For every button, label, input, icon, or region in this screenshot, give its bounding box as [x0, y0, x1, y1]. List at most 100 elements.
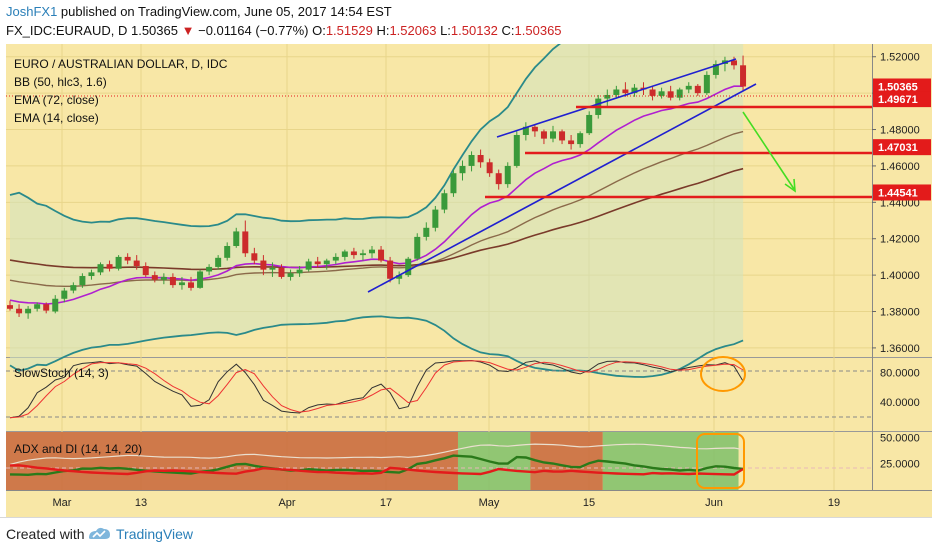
- stoch-highlight-circle[interactable]: [700, 356, 746, 392]
- candle-body[interactable]: [359, 253, 366, 256]
- candle-body[interactable]: [314, 261, 321, 265]
- candle-body[interactable]: [34, 304, 41, 309]
- candle-body[interactable]: [341, 251, 348, 257]
- candle-body[interactable]: [649, 89, 656, 96]
- legend-bb[interactable]: BB (50, hlc3, 1.6): [14, 75, 107, 89]
- chart-area[interactable]: EURO / AUSTRALIAN DOLLAR, D, IDC BB (50,…: [0, 44, 932, 517]
- candle-body[interactable]: [206, 266, 213, 272]
- tradingview-logo-icon[interactable]: [86, 524, 112, 544]
- candle-body[interactable]: [323, 260, 330, 265]
- candle-body[interactable]: [667, 91, 674, 98]
- candle-body[interactable]: [278, 267, 285, 277]
- projection-arrow[interactable]: [742, 111, 795, 190]
- channel-upper-trendline[interactable]: [496, 58, 737, 138]
- price-scale-bg[interactable]: [872, 44, 932, 490]
- candle-body[interactable]: [703, 74, 710, 94]
- candle-body[interactable]: [423, 227, 430, 237]
- candle-body[interactable]: [658, 91, 665, 96]
- candle-body[interactable]: [540, 131, 547, 139]
- candle-body[interactable]: [685, 85, 692, 90]
- candle-body[interactable]: [61, 290, 68, 299]
- candle-body[interactable]: [495, 173, 502, 185]
- candlesticks[interactable]: [7, 55, 747, 319]
- candle-body[interactable]: [378, 249, 385, 261]
- candle-body[interactable]: [387, 260, 394, 279]
- candle-body[interactable]: [604, 94, 611, 99]
- candle-body[interactable]: [513, 134, 520, 166]
- candle-body[interactable]: [124, 256, 131, 261]
- candle-body[interactable]: [369, 249, 375, 254]
- candle-body[interactable]: [332, 256, 339, 261]
- candle-body[interactable]: [269, 267, 276, 270]
- candle-body[interactable]: [233, 231, 240, 246]
- candle-body[interactable]: [169, 276, 176, 286]
- candle-body[interactable]: [160, 276, 167, 280]
- candle-body[interactable]: [468, 155, 475, 166]
- drawings[interactable]: [6, 58, 872, 293]
- candle-body[interactable]: [142, 266, 149, 276]
- candle-body[interactable]: [242, 231, 249, 254]
- candle-body[interactable]: [97, 264, 104, 273]
- candle-body[interactable]: [586, 114, 593, 134]
- candle-body[interactable]: [70, 285, 77, 291]
- candle-body[interactable]: [178, 282, 185, 286]
- candle-body[interactable]: [522, 126, 529, 135]
- candle-body[interactable]: [43, 304, 50, 311]
- candle-body[interactable]: [731, 60, 737, 66]
- candle-body[interactable]: [25, 308, 32, 314]
- adx-shade-bullish: [457, 432, 531, 490]
- adx-highlight-box[interactable]: [696, 433, 745, 489]
- candle-body[interactable]: [106, 264, 113, 269]
- candle-body[interactable]: [441, 193, 448, 210]
- candle-body[interactable]: [486, 162, 493, 174]
- candle-body[interactable]: [577, 133, 584, 145]
- adx-legend[interactable]: ADX and DI (14, 14, 20): [14, 442, 142, 456]
- candle-body[interactable]: [188, 282, 194, 288]
- candle-body[interactable]: [676, 89, 683, 98]
- legend-ema14[interactable]: EMA (14, close): [14, 111, 99, 125]
- candle-body[interactable]: [79, 276, 86, 286]
- candle-body[interactable]: [224, 245, 231, 258]
- candle-body[interactable]: [251, 253, 258, 261]
- tradingview-brand-link[interactable]: TradingView: [116, 526, 194, 542]
- candle-body[interactable]: [350, 251, 357, 256]
- candle-body[interactable]: [414, 236, 421, 259]
- channel-lower-trendline[interactable]: [367, 83, 757, 293]
- author-link[interactable]: JoshFX1: [6, 4, 58, 19]
- candle-body[interactable]: [504, 165, 511, 185]
- candle-body[interactable]: [296, 269, 303, 274]
- candle-body[interactable]: [694, 85, 701, 94]
- candle-body[interactable]: [405, 258, 412, 276]
- candle-body[interactable]: [88, 272, 95, 277]
- bollinger-bands: [9, 44, 744, 378]
- projection-arrowhead: [784, 178, 796, 193]
- candle-body[interactable]: [115, 256, 122, 269]
- candle-body[interactable]: [133, 260, 140, 267]
- candle-body[interactable]: [459, 165, 466, 174]
- candle-body[interactable]: [305, 261, 312, 270]
- candle-body[interactable]: [7, 305, 13, 309]
- candle-body[interactable]: [622, 89, 629, 94]
- candle-body[interactable]: [740, 65, 747, 87]
- candle-body[interactable]: [287, 273, 294, 277]
- legend-ema72[interactable]: EMA (72, close): [14, 93, 99, 107]
- candle-body[interactable]: [151, 275, 158, 280]
- candle-body[interactable]: [550, 131, 556, 139]
- candle-body[interactable]: [568, 140, 575, 145]
- candle-body[interactable]: [260, 260, 267, 270]
- candle-body[interactable]: [432, 209, 439, 228]
- candle-body[interactable]: [396, 275, 403, 279]
- candle-body[interactable]: [450, 173, 457, 194]
- candle-body[interactable]: [613, 89, 620, 95]
- candle-body[interactable]: [215, 257, 222, 267]
- candle-body[interactable]: [631, 87, 638, 94]
- candle-body[interactable]: [197, 271, 204, 288]
- candle-body[interactable]: [477, 155, 484, 163]
- candle-body[interactable]: [712, 64, 719, 75]
- candle-body[interactable]: [16, 308, 23, 314]
- candle-body[interactable]: [559, 131, 566, 141]
- candle-body[interactable]: [52, 298, 59, 312]
- candle-body[interactable]: [531, 126, 538, 132]
- time-axis-bg[interactable]: [6, 490, 932, 517]
- stoch-legend[interactable]: SlowStoch (14, 3): [14, 366, 109, 380]
